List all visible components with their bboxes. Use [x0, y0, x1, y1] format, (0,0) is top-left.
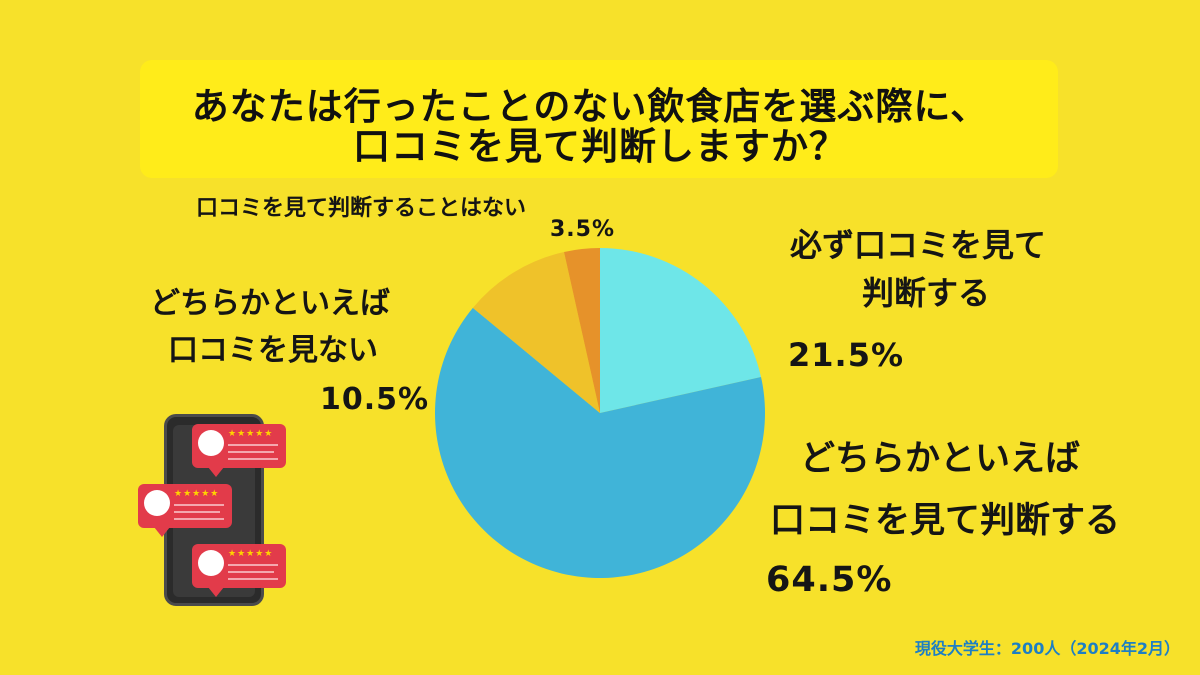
pct-never: 3.5%	[550, 217, 616, 242]
rating-stars-icon: ★★★★★	[228, 429, 274, 439]
review-bubble: ★★★★★	[192, 424, 286, 477]
pct-rather-no: 10.5%	[320, 382, 430, 417]
chart-title-line2: 口コミを見て判断しますか？	[353, 125, 847, 168]
label-rather-yes-line1: どちらかといえば	[800, 439, 1081, 479]
chart-title-line1: あなたは行ったことのない飲食店を選ぶ際に、	[191, 85, 989, 128]
pie-slice-3	[472, 251, 600, 413]
title-box	[140, 60, 1058, 178]
pie-slice-4	[564, 248, 600, 413]
rating-stars-icon: ★★★★★	[228, 549, 274, 559]
pct-always: 21.5%	[788, 336, 905, 374]
pie-slice-1	[600, 248, 762, 413]
label-always-line1: 必ず口コミを見て	[790, 226, 1047, 264]
label-rather-no-line1: どちらかといえば	[150, 286, 390, 321]
review-bubble: ★★★★★	[138, 484, 232, 537]
source-note: 現役大学生：200人（2024年2月）	[914, 639, 1180, 658]
label-rather-no-line2: 口コミを見ない	[168, 333, 378, 368]
pie-slice-2	[434, 307, 766, 579]
avatar-icon	[198, 430, 224, 456]
label-never: 口コミを見て判断することはない	[196, 196, 527, 221]
review-bubble: ★★★★★	[192, 544, 286, 597]
pct-rather-yes: 64.5%	[766, 560, 893, 600]
label-always-line2: 判断する	[862, 274, 991, 312]
avatar-icon	[144, 490, 170, 516]
avatar-icon	[198, 550, 224, 576]
rating-stars-icon: ★★★★★	[174, 489, 220, 499]
label-rather-yes-line2: 口コミを見て判断する	[770, 501, 1121, 541]
